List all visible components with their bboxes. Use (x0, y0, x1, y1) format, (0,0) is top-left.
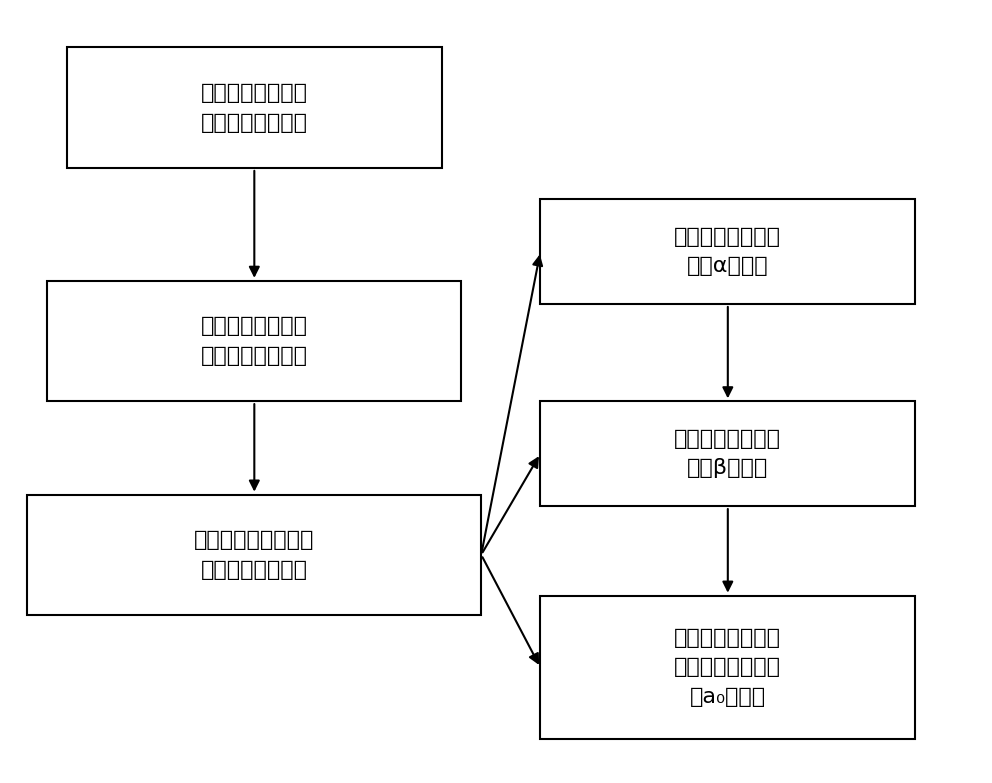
Text: 乘员响应与碰撞波
形参数相关性分析: 乘员响应与碰撞波 形参数相关性分析 (200, 316, 308, 366)
Bar (48, 281, 461, 401)
Bar (541, 199, 916, 304)
Text: 碰撞波形与约束系
统特性综合评价指
标a₀的建立: 碰撞波形与约束系 统特性综合评价指 标a₀的建立 (675, 628, 782, 707)
Bar (541, 401, 916, 506)
Bar (28, 495, 481, 615)
Text: 碰撞波形综合评价
指标α的建立: 碰撞波形综合评价 指标α的建立 (675, 227, 782, 276)
Bar (541, 596, 916, 739)
Text: 基于单自由度模型
的乘员响应面建立: 基于单自由度模型 的乘员响应面建立 (200, 83, 308, 132)
Bar (66, 48, 441, 168)
Text: 碰撞波形与约束系统
特性耦合关系评价: 碰撞波形与约束系统 特性耦合关系评价 (194, 530, 314, 579)
Text: 约束系统综合评价
指标β的建立: 约束系统综合评价 指标β的建立 (675, 429, 782, 478)
